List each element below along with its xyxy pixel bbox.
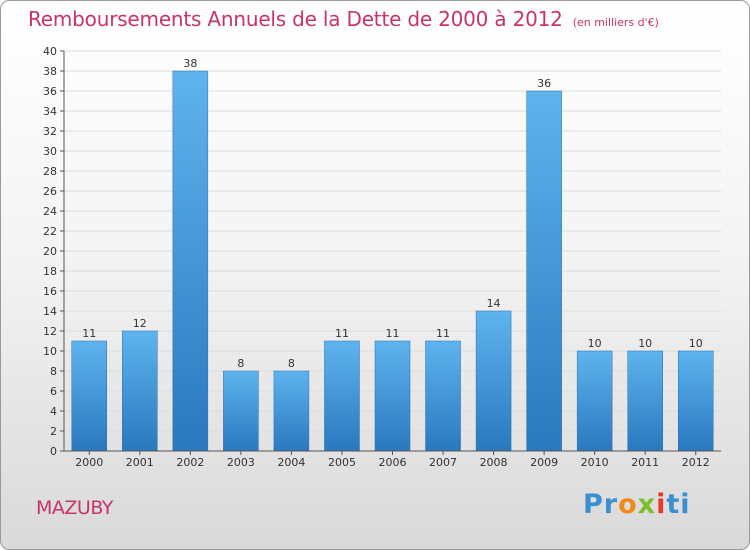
data-label: 10 <box>689 337 703 350</box>
bar <box>475 310 512 452</box>
data-label: 11 <box>386 327 400 340</box>
data-label: 8 <box>237 357 244 370</box>
y-tick-label: 18 <box>43 265 57 278</box>
y-tick-label: 0 <box>50 445 57 458</box>
x-tick-label: 2009 <box>530 456 558 469</box>
commune-name: MAZUBY <box>36 497 113 519</box>
bar <box>425 340 461 452</box>
data-label: 11 <box>436 327 450 340</box>
x-tick-label: 2004 <box>277 456 305 469</box>
y-tick-label: 32 <box>43 125 57 138</box>
y-tick-label: 26 <box>43 185 57 198</box>
data-label: 12 <box>133 317 147 330</box>
data-label: 11 <box>82 327 96 340</box>
y-tick-label: 40 <box>43 45 57 58</box>
y-tick-label: 20 <box>43 245 57 258</box>
data-label: 36 <box>537 77 551 90</box>
x-tick-label: 2002 <box>176 456 204 469</box>
x-tick-label: 2007 <box>429 456 457 469</box>
x-tick-label: 2000 <box>75 456 103 469</box>
data-label: 10 <box>588 337 602 350</box>
bar <box>526 90 562 452</box>
chart-subtitle: (en milliers d'€) <box>572 16 659 29</box>
x-tick-label: 2006 <box>379 456 407 469</box>
x-tick-label: 2003 <box>227 456 255 469</box>
y-tick-label: 24 <box>43 205 57 218</box>
bar <box>223 370 259 452</box>
data-label: 11 <box>335 327 349 340</box>
y-tick-label: 2 <box>50 425 57 438</box>
chart-title: Remboursements Annuels de la Dette de 20… <box>28 7 563 31</box>
y-tick-label: 28 <box>43 165 57 178</box>
x-tick-label: 2010 <box>581 456 609 469</box>
x-tick-label: 2005 <box>328 456 356 469</box>
data-label: 8 <box>288 357 295 370</box>
y-tick-label: 34 <box>43 105 57 118</box>
y-tick-label: 16 <box>43 285 57 298</box>
bar <box>576 350 613 452</box>
bar <box>122 330 158 452</box>
bar <box>71 340 108 452</box>
data-label: 10 <box>638 337 652 350</box>
y-tick-label: 8 <box>50 365 57 378</box>
y-tick-label: 10 <box>43 345 57 358</box>
y-tick-label: 14 <box>43 305 57 318</box>
data-label: 38 <box>183 57 197 70</box>
bar <box>677 350 714 452</box>
y-tick-label: 6 <box>50 385 57 398</box>
bar <box>273 370 310 452</box>
x-tick-label: 2008 <box>480 456 508 469</box>
bar <box>172 70 209 452</box>
y-tick-label: 30 <box>43 145 57 158</box>
bar <box>627 350 663 452</box>
x-tick-label: 2001 <box>126 456 154 469</box>
y-tick-label: 22 <box>43 225 57 238</box>
y-tick-label: 36 <box>43 85 57 98</box>
data-label: 14 <box>487 297 501 310</box>
y-tick-label: 4 <box>50 405 57 418</box>
y-tick-label: 12 <box>43 325 57 338</box>
x-tick-label: 2011 <box>631 456 659 469</box>
x-tick-label: 2012 <box>682 456 710 469</box>
proxiti-logo[interactable]: Proxiti <box>583 489 691 520</box>
y-tick-label: 38 <box>43 65 57 78</box>
bar <box>374 340 411 452</box>
title-row: Remboursements Annuels de la Dette de 20… <box>28 7 659 31</box>
bar <box>324 340 360 452</box>
